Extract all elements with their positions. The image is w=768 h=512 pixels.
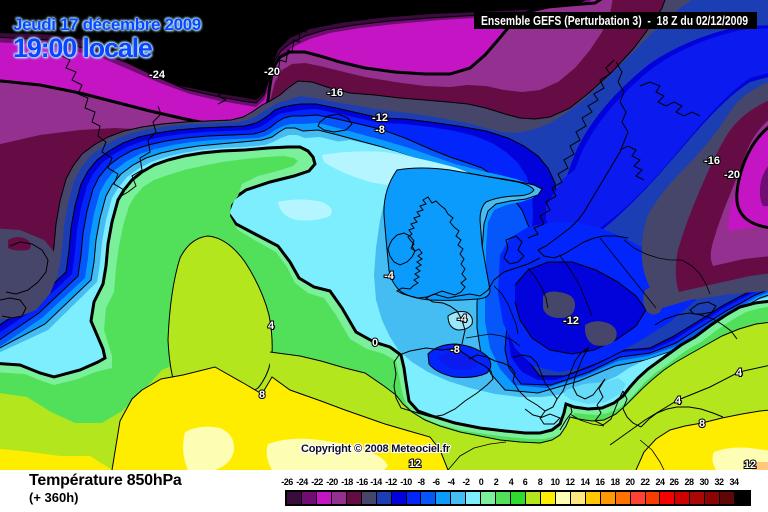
svg-text:12: 12: [744, 459, 756, 470]
svg-text:-12: -12: [372, 112, 388, 124]
svg-text:-16: -16: [704, 155, 720, 167]
svg-text:0: 0: [372, 337, 378, 349]
svg-text:-12: -12: [563, 315, 579, 327]
svg-text:-4: -4: [384, 270, 395, 282]
svg-text:12: 12: [409, 458, 421, 470]
svg-text:8: 8: [259, 389, 265, 401]
svg-text:-8: -8: [450, 344, 460, 356]
svg-text:4: 4: [268, 320, 275, 332]
svg-text:8: 8: [699, 418, 705, 430]
svg-text:-16: -16: [327, 87, 343, 99]
svg-text:-24: -24: [149, 69, 166, 81]
svg-text:-20: -20: [264, 66, 280, 78]
svg-text:-4: -4: [457, 313, 468, 325]
svg-text:4: 4: [675, 395, 682, 407]
svg-text:-20: -20: [724, 169, 740, 181]
svg-text:4: 4: [736, 367, 743, 379]
svg-text:-8: -8: [375, 124, 385, 136]
